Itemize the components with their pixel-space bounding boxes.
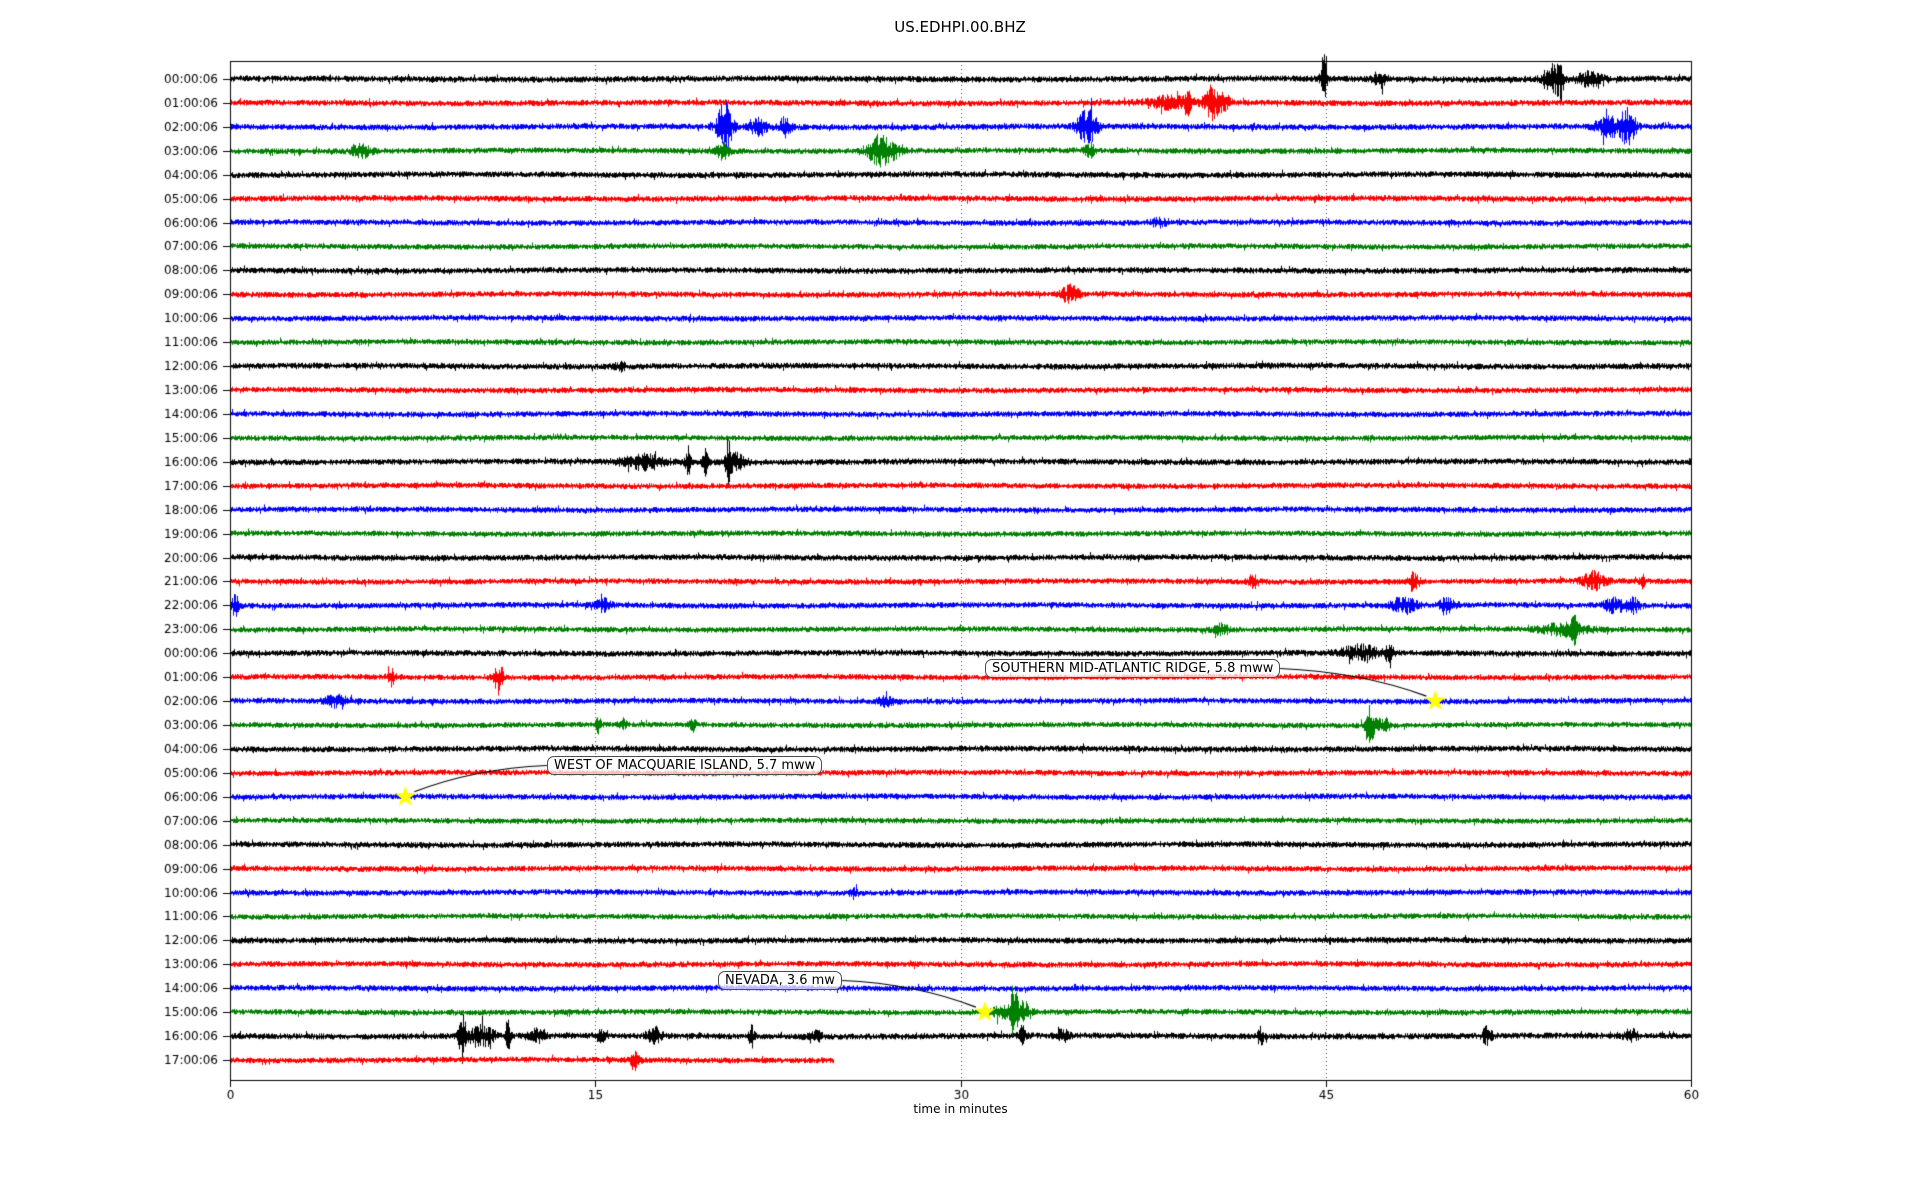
event-annotation-west-of-macquarie-island: WEST OF MACQUARIE ISLAND, 5.7 mww xyxy=(547,756,823,775)
event-annotation-nevada: NEVADA, 3.6 mw xyxy=(718,971,842,990)
chart-title: US.EDHPI.00.BHZ xyxy=(894,18,1026,36)
event-annotation-southern-mid-atlantic-ridge: SOUTHERN MID-ATLANTIC RIDGE, 5.8 mww xyxy=(985,659,1281,678)
x-axis-label: time in minutes xyxy=(913,1102,1008,1116)
